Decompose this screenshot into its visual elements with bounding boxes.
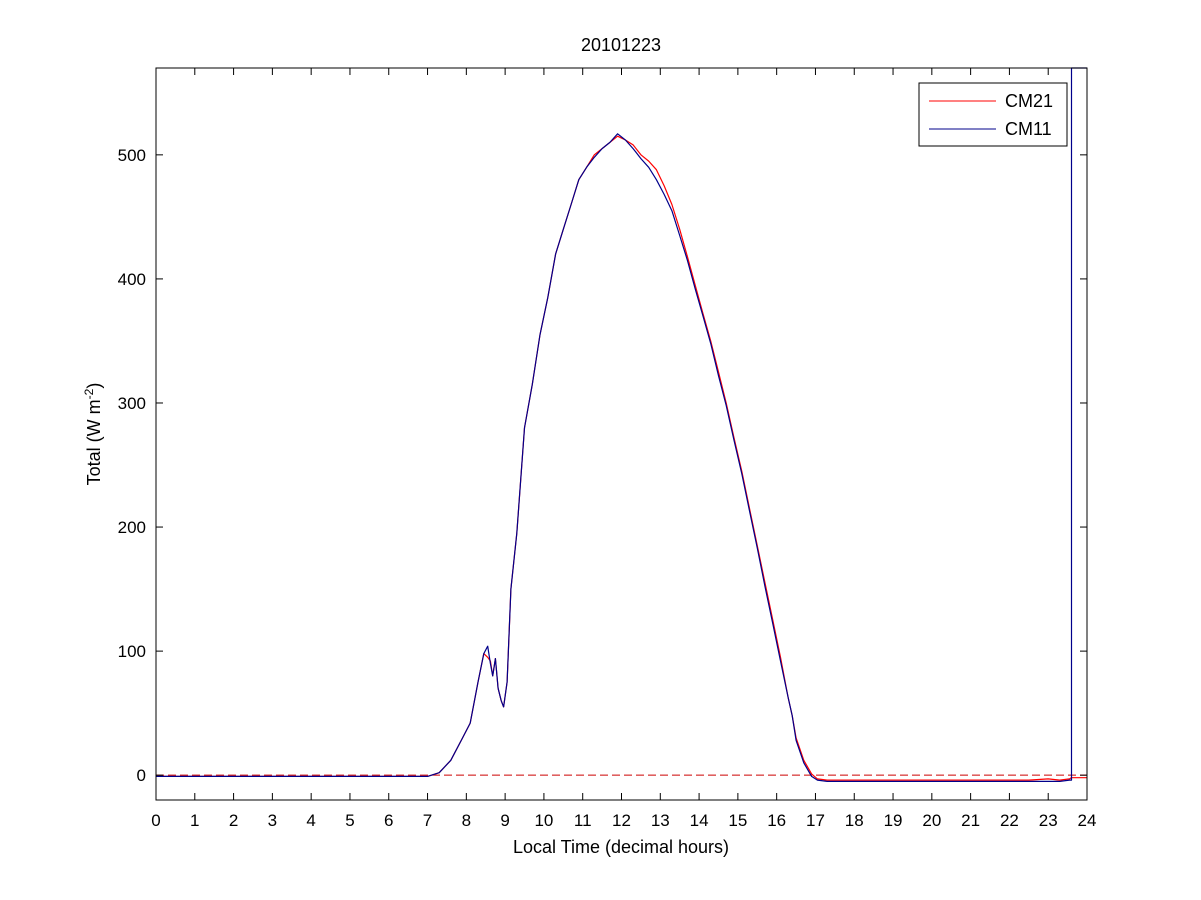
x-tick-label: 1 — [190, 811, 199, 830]
series-layer — [156, 67, 1087, 782]
x-tick-label: 17 — [806, 811, 825, 830]
y-tick-label: 100 — [118, 642, 146, 661]
series-line-cm11 — [156, 67, 1087, 782]
y-axis-title: Total (W m-2) — [82, 383, 104, 486]
x-tick-label: 10 — [534, 811, 553, 830]
tick-layer: 0 1 2 3 4 5 6 7 8 9 10 11 12 13 14 15 16 17 18 19 20 21 22 23 24… — [118, 68, 1097, 830]
y-axis-title-main: Total (W m — [84, 399, 104, 485]
legend-box — [918, 82, 1068, 147]
x-tick-label: 20 — [922, 811, 941, 830]
legend: CM21 CM11 — [918, 82, 1068, 147]
x-tick-label: 23 — [1039, 811, 1058, 830]
x-tick-label: 11 — [574, 811, 592, 830]
y-tick-label: 300 — [118, 394, 146, 413]
y-tick-label: 200 — [118, 518, 146, 537]
x-tick-label: 6 — [384, 811, 393, 830]
x-tick-label: 14 — [690, 811, 709, 830]
x-tick-label: 9 — [500, 811, 509, 830]
x-tick-label: 7 — [423, 811, 432, 830]
y-axis-title-sup: -2 — [82, 388, 96, 399]
x-axis-title: Local Time (decimal hours) — [513, 837, 729, 857]
chart-title: 20101223 — [581, 35, 661, 55]
x-tick-label: 15 — [728, 811, 747, 830]
x-tick-label: 3 — [268, 811, 277, 830]
x-tick-label: 19 — [884, 811, 903, 830]
y-axis-title-close: ) — [84, 383, 104, 389]
x-tick-label: 13 — [651, 811, 670, 830]
x-tick-label: 8 — [462, 811, 471, 830]
plot-area — [156, 68, 1087, 800]
x-tick-label: 24 — [1078, 811, 1097, 830]
legend-label-cm11: CM11 — [1005, 119, 1052, 139]
x-tick-label: 12 — [612, 811, 631, 830]
y-tick-label: 500 — [118, 146, 146, 165]
x-tick-label: 16 — [767, 811, 786, 830]
y-tick-label: 0 — [137, 766, 146, 785]
x-tick-label: 4 — [306, 811, 315, 830]
y-tick-label: 400 — [118, 270, 146, 289]
x-tick-label: 22 — [1000, 811, 1019, 830]
x-tick-label: 5 — [345, 811, 354, 830]
x-tick-label: 18 — [845, 811, 864, 830]
legend-label-cm21: CM21 — [1005, 91, 1053, 111]
x-tick-label: 0 — [151, 811, 160, 830]
x-tick-label: 21 — [961, 811, 980, 830]
x-tick-label: 2 — [229, 811, 238, 830]
